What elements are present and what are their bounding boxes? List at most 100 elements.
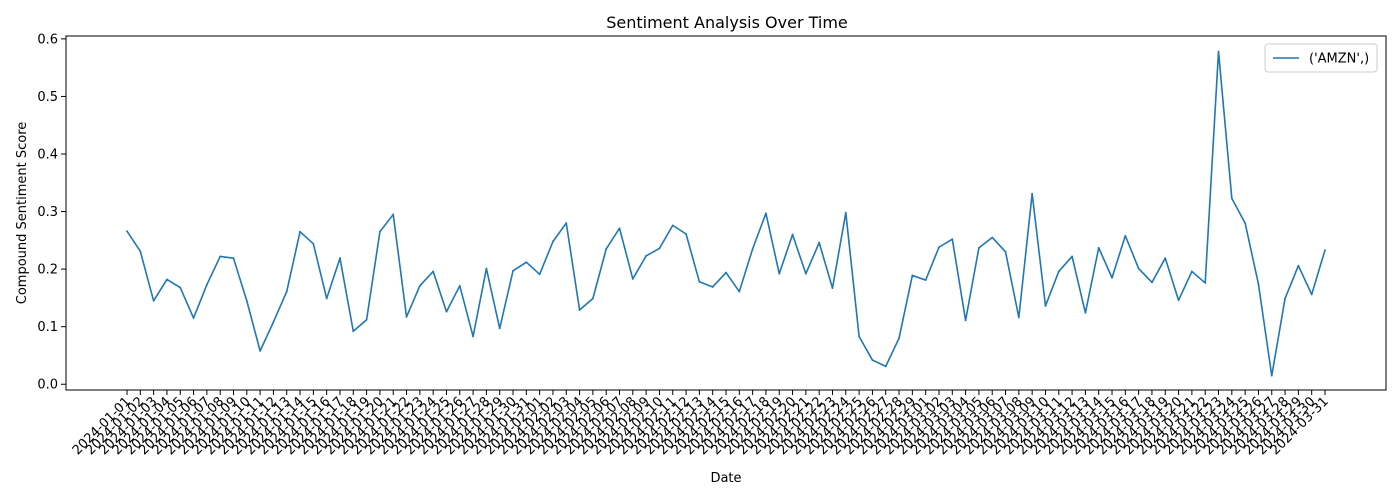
data-point <box>884 365 887 368</box>
data-point <box>339 257 341 260</box>
y-axis: 0.0 0.1 0.2 0.3 0.4 0.5 0.6 <box>37 32 66 393</box>
data-point <box>245 299 248 302</box>
y-axis-label: Compound Sentiment Score <box>15 122 30 305</box>
x-axis-label: Date <box>710 471 741 486</box>
y-tick-label: 0.3 <box>37 205 58 220</box>
data-point <box>472 335 474 338</box>
data-point <box>512 269 514 272</box>
data-point <box>392 213 395 216</box>
data-point <box>858 335 861 338</box>
data-point <box>552 240 554 243</box>
data-point <box>951 238 954 241</box>
data-point <box>432 270 435 273</box>
data-point <box>698 280 701 283</box>
data-point <box>924 279 927 281</box>
data-point <box>711 286 714 288</box>
plot-frame <box>65 35 1387 391</box>
y-tick-label: 0.4 <box>37 148 58 163</box>
legend-box <box>1264 43 1378 73</box>
data-point <box>871 359 874 361</box>
legend: ('AMZN',) <box>1264 43 1378 73</box>
data-point <box>804 272 807 275</box>
data-point <box>126 230 128 233</box>
data-point <box>1151 281 1153 284</box>
data-point <box>1084 311 1087 314</box>
data-point <box>658 247 661 250</box>
data-point <box>405 315 408 318</box>
data-point <box>166 278 168 281</box>
data-point <box>325 297 328 300</box>
series-line <box>126 50 1326 377</box>
data-point <box>898 337 900 340</box>
x-axis: 2024-01-012024-01-022024-01-032024-01-04… <box>70 390 1332 458</box>
data-point <box>1004 250 1007 253</box>
data-point <box>618 227 621 230</box>
data-point <box>538 273 541 276</box>
data-point <box>1284 297 1286 300</box>
data-point <box>232 257 235 260</box>
data-point <box>458 284 461 287</box>
data-point <box>1297 264 1300 267</box>
data-point <box>379 230 381 233</box>
data-point <box>1057 270 1060 273</box>
y-tick-label: 0.5 <box>37 90 58 105</box>
data-point <box>1111 276 1113 279</box>
data-point <box>285 290 288 293</box>
data-point <box>671 224 674 227</box>
data-point <box>1270 374 1273 377</box>
plot-area <box>65 35 1387 391</box>
data-point <box>605 248 608 250</box>
data-point <box>179 286 182 289</box>
y-tick-label: 0.1 <box>37 320 58 335</box>
data-point <box>445 310 448 313</box>
y-tick-label: 0.6 <box>37 32 58 47</box>
data-point <box>418 284 421 287</box>
data-point <box>485 267 488 270</box>
data-point <box>498 327 501 330</box>
data-point <box>312 242 315 245</box>
data-point <box>365 318 368 321</box>
data-point <box>911 274 914 277</box>
data-point <box>578 309 581 311</box>
data-point <box>1124 234 1127 237</box>
data-point <box>991 236 994 239</box>
data-point <box>1310 293 1313 296</box>
data-point <box>1164 257 1167 260</box>
data-point <box>964 319 967 322</box>
data-point <box>725 271 727 274</box>
y-tick-label: 0.0 <box>37 378 58 393</box>
chart-title: Sentiment Analysis Over Time <box>606 13 848 32</box>
data-point <box>685 233 687 235</box>
data-point <box>631 278 634 280</box>
data-point <box>1017 316 1020 319</box>
y-tick-label: 0.2 <box>37 263 58 278</box>
data-point <box>1230 197 1233 200</box>
data-point <box>1257 283 1260 285</box>
data-point <box>1324 249 1326 252</box>
data-point <box>259 349 262 352</box>
data-point <box>1217 50 1220 53</box>
data-point <box>978 246 980 249</box>
data-point <box>791 233 794 236</box>
data-point <box>1204 282 1207 284</box>
data-point <box>525 261 528 264</box>
data-point <box>645 254 648 257</box>
data-point <box>272 321 275 323</box>
data-point <box>192 317 195 319</box>
data-point <box>844 211 847 214</box>
data-point <box>938 246 940 249</box>
data-point <box>778 272 781 275</box>
data-point <box>751 248 754 250</box>
data-point <box>205 283 208 286</box>
data-point <box>1137 267 1140 270</box>
data-point <box>1244 222 1247 224</box>
data-point <box>352 330 355 333</box>
data-point <box>818 241 821 244</box>
data-point <box>565 222 568 224</box>
data-point <box>1071 255 1073 258</box>
data-point <box>765 212 767 215</box>
data-point <box>1031 192 1034 195</box>
data-point <box>1190 270 1193 273</box>
legend-label: ('AMZN',) <box>1309 52 1369 67</box>
